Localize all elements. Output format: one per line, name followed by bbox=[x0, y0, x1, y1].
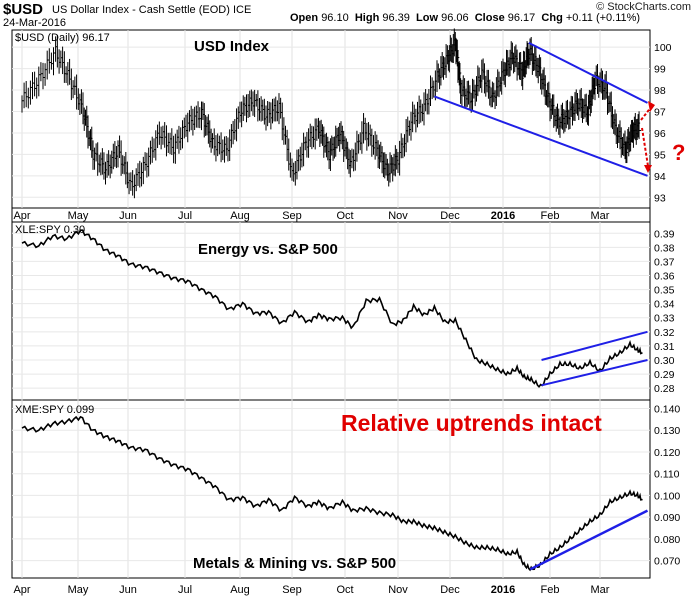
x-tick-label: Jun bbox=[119, 584, 137, 596]
channel-upper-line bbox=[541, 330, 648, 361]
close-label: Close bbox=[474, 12, 505, 24]
y-tick-label: 0.30 bbox=[654, 355, 675, 367]
panel-legend: XME:SPY 0.099 bbox=[15, 404, 94, 416]
x-tick-label: Aug bbox=[230, 210, 250, 222]
x-tick-label: Jul bbox=[178, 210, 192, 222]
panel-legend: $USD (Daily) 96.17 bbox=[15, 32, 110, 44]
y-tick-label: 98 bbox=[654, 85, 666, 97]
panel-title: USD Index bbox=[194, 38, 270, 55]
y-tick-label: 0.29 bbox=[654, 369, 675, 381]
y-tick-label: 0.140 bbox=[654, 404, 680, 416]
x-tick-label: Dec bbox=[440, 210, 460, 222]
x-tick-label: Sep bbox=[282, 584, 302, 596]
ratio-line-series bbox=[21, 415, 643, 572]
low-label: Low bbox=[416, 12, 439, 24]
y-tick-label: 94 bbox=[654, 171, 666, 183]
instrument-name: US Dollar Index - Cash Settle (EOD) ICE bbox=[52, 4, 252, 16]
y-tick-label: 0.080 bbox=[654, 534, 680, 546]
ratio-line-series bbox=[21, 229, 643, 389]
channel-lower-line bbox=[434, 95, 648, 177]
x-tick-label: Oct bbox=[336, 210, 353, 222]
y-tick-label: 0.33 bbox=[654, 313, 675, 325]
chg-value: +0.11 (+0.11%) bbox=[565, 12, 641, 24]
close-value: 96.17 bbox=[507, 12, 536, 24]
y-tick-label: 0.32 bbox=[654, 327, 675, 339]
channel-lower-line bbox=[541, 359, 648, 387]
y-tick-label: 0.34 bbox=[654, 299, 675, 311]
uptrend-annotation: Relative uptrends intact bbox=[341, 410, 602, 436]
channel-upper-line bbox=[528, 41, 648, 104]
date-label: 24-Mar-2016 bbox=[3, 17, 66, 29]
y-tick-label: 0.110 bbox=[654, 469, 680, 481]
quote-bar: Open 96.10 High 96.39 Low 96.06 Close 96… bbox=[290, 12, 640, 24]
panel-title: Metals & Mining vs. S&P 500 bbox=[193, 555, 396, 572]
open-label: Open bbox=[290, 12, 319, 24]
y-tick-label: 0.090 bbox=[654, 512, 680, 524]
symbol-label: $USD bbox=[3, 1, 44, 18]
x-tick-label: Mar bbox=[591, 210, 610, 222]
y-tick-label: 0.38 bbox=[654, 242, 675, 254]
y-tick-label: 93 bbox=[654, 192, 666, 204]
question-mark-annotation: ? bbox=[672, 140, 685, 165]
y-tick-label: 0.130 bbox=[654, 425, 680, 437]
y-tick-label: 0.31 bbox=[654, 341, 675, 353]
x-tick-label: Feb bbox=[541, 584, 560, 596]
x-tick-label: Apr bbox=[13, 584, 30, 596]
y-tick-label: 0.39 bbox=[654, 228, 675, 240]
x-tick-label: 2016 bbox=[491, 210, 515, 222]
panel-title: Energy vs. S&P 500 bbox=[198, 241, 338, 258]
y-tick-label: 97 bbox=[654, 106, 666, 118]
red-arrowhead-down bbox=[644, 165, 652, 173]
x-tick-label: Oct bbox=[336, 584, 353, 596]
y-tick-label: 95 bbox=[654, 149, 666, 161]
y-tick-label: 0.37 bbox=[654, 256, 675, 268]
x-tick-label: Jul bbox=[178, 584, 192, 596]
high-value: 96.39 bbox=[382, 12, 410, 24]
red-arrow-down bbox=[641, 127, 649, 167]
x-tick-label: Feb bbox=[541, 210, 560, 222]
brand-watermark: © StockCharts.com bbox=[596, 1, 691, 13]
x-tick-label: May bbox=[68, 584, 89, 596]
open-value: 96.10 bbox=[321, 12, 349, 24]
x-tick-label: May bbox=[68, 210, 89, 222]
x-tick-label: Apr bbox=[13, 210, 30, 222]
red-arrowhead-up bbox=[648, 101, 655, 112]
y-tick-label: 0.120 bbox=[654, 447, 680, 459]
y-tick-label: 100 bbox=[654, 42, 672, 54]
x-tick-label: Nov bbox=[388, 584, 408, 596]
low-value: 96.06 bbox=[441, 12, 469, 24]
uptrend-line bbox=[529, 509, 649, 571]
y-tick-label: 96 bbox=[654, 128, 666, 140]
x-tick-label: Nov bbox=[388, 210, 408, 222]
chg-label: Chg bbox=[541, 12, 563, 24]
x-tick-label: Dec bbox=[440, 584, 460, 596]
x-tick-label: Sep bbox=[282, 210, 302, 222]
x-tick-label: Jun bbox=[119, 210, 137, 222]
y-tick-label: 0.070 bbox=[654, 556, 680, 568]
y-tick-label: 99 bbox=[654, 64, 666, 76]
red-arrow-up bbox=[640, 105, 653, 121]
x-tick-label: Aug bbox=[230, 584, 250, 596]
ohlc-series bbox=[21, 28, 642, 199]
y-tick-label: 0.35 bbox=[654, 285, 675, 297]
x-tick-label: Mar bbox=[591, 584, 610, 596]
y-tick-label: 0.100 bbox=[654, 490, 680, 502]
y-tick-label: 0.36 bbox=[654, 271, 675, 283]
panel-legend: XLE:SPY 0.30 bbox=[15, 224, 85, 236]
y-tick-label: 0.28 bbox=[654, 383, 675, 395]
x-tick-label: 2016 bbox=[491, 584, 515, 596]
high-label: High bbox=[354, 12, 380, 24]
